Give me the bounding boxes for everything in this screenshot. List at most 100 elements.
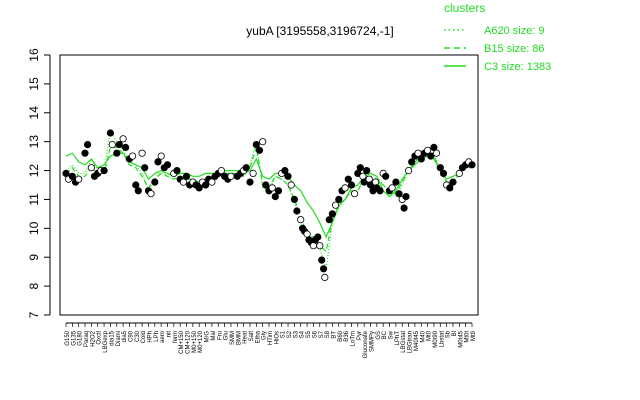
x-tick-label: BMM bbox=[236, 331, 242, 345]
series-layer bbox=[65, 128, 473, 269]
y-tick-label: 12 bbox=[27, 164, 41, 178]
y-tick-label: 11 bbox=[27, 193, 41, 206]
x-tick-label: HTim bbox=[268, 331, 274, 345]
data-point bbox=[208, 178, 216, 186]
data-point bbox=[173, 167, 181, 175]
x-tick-label: M0t90 bbox=[433, 330, 439, 347]
x-tick-label: LBGexp bbox=[103, 330, 109, 352]
data-point bbox=[119, 135, 127, 143]
data-point bbox=[356, 164, 364, 172]
data-point bbox=[262, 181, 270, 189]
series-line-solid bbox=[65, 152, 472, 239]
x-tick-label: M0+120 bbox=[198, 330, 204, 353]
x-tick-label: Heat bbox=[243, 331, 249, 344]
x-tick-label: LPh bbox=[154, 331, 160, 342]
x-tick-label: ferm bbox=[173, 331, 179, 343]
data-point bbox=[151, 178, 159, 186]
data-point bbox=[271, 193, 279, 201]
data-point bbox=[404, 167, 413, 175]
x-tick-label: LBGtran bbox=[408, 331, 414, 353]
x-tick-label: SMM bbox=[230, 331, 236, 345]
data-point bbox=[75, 175, 83, 183]
x-tick-label: S2 bbox=[287, 330, 293, 338]
data-point bbox=[319, 265, 328, 273]
x-tick-label: Oxctl bbox=[97, 331, 103, 345]
data-point bbox=[138, 149, 146, 157]
y-tick-label: 10 bbox=[27, 221, 41, 235]
data-point bbox=[427, 152, 435, 160]
data-point bbox=[246, 178, 254, 186]
data-point bbox=[335, 195, 343, 203]
y-tick-label: 7 bbox=[27, 311, 41, 318]
data-point bbox=[350, 190, 359, 198]
data-point bbox=[316, 242, 324, 250]
x-tick-label: HiOs bbox=[274, 331, 280, 344]
x-tick-label: S7 bbox=[319, 330, 325, 338]
data-point bbox=[314, 233, 322, 241]
data-point bbox=[252, 141, 260, 149]
legend: clusters A620 size: 9 B15 size: 86 C3 si… bbox=[444, 1, 551, 73]
x-tick-label: Sw bbox=[389, 330, 395, 339]
data-point bbox=[106, 129, 115, 137]
x-tick-label: S4 bbox=[300, 330, 306, 338]
x-tick-label: H2O2 bbox=[90, 330, 96, 346]
x-tick-label: Diami bbox=[116, 331, 122, 346]
x-tick-label: M/G bbox=[205, 331, 211, 343]
x-tick-label: S8 bbox=[325, 330, 331, 338]
y-tick-label: 9 bbox=[27, 254, 41, 261]
x-tick-label: S5 bbox=[306, 330, 312, 338]
data-point bbox=[446, 184, 454, 192]
x-tick-label: LPhT bbox=[395, 331, 401, 346]
x-tick-label: Fru bbox=[217, 331, 223, 340]
data-point bbox=[341, 184, 349, 192]
data-point bbox=[392, 178, 400, 186]
legend-label-b15: B15 size: 86 bbox=[484, 43, 545, 55]
y-tick-label: 14 bbox=[27, 106, 41, 120]
x-tick-label: M40t45 bbox=[414, 330, 420, 351]
data-point bbox=[108, 141, 116, 149]
data-point bbox=[449, 178, 457, 186]
data-point bbox=[281, 167, 289, 175]
x-tick-label: S3 bbox=[293, 330, 299, 338]
data-point bbox=[242, 164, 250, 172]
data-point bbox=[328, 210, 336, 218]
data-point bbox=[347, 181, 356, 189]
data-point bbox=[417, 155, 425, 163]
x-tick-label: CM+150 bbox=[179, 330, 185, 354]
points-layer bbox=[62, 129, 476, 281]
data-point bbox=[376, 187, 384, 195]
data-point bbox=[154, 158, 162, 166]
x-tick-label: Glu bbox=[224, 331, 230, 340]
x-tick-label: M40 bbox=[420, 330, 426, 342]
x-tick-label: BC bbox=[382, 330, 388, 339]
data-point bbox=[113, 149, 121, 157]
x-tick-label: Gluconate bbox=[363, 330, 369, 358]
x-tick-label: G180 bbox=[78, 330, 84, 345]
data-point bbox=[87, 164, 96, 172]
x-tick-label: Bl bbox=[452, 331, 458, 336]
x-tick-label: Paraq bbox=[84, 331, 90, 347]
x-tick-label: HPh bbox=[147, 331, 153, 343]
data-point bbox=[400, 204, 408, 212]
y-tick-label: 13 bbox=[27, 135, 41, 149]
data-point bbox=[81, 149, 89, 157]
data-point bbox=[359, 172, 367, 180]
x-tick-label: BT bbox=[331, 331, 337, 339]
x-tick-label: LoTm bbox=[350, 331, 356, 346]
data-point bbox=[62, 169, 70, 177]
x-tick-label: Gly bbox=[262, 331, 268, 340]
y-axis: 7 8 9 10 11 12 13 14 15 16 bbox=[27, 48, 51, 318]
data-point bbox=[321, 273, 329, 281]
x-tick-label: SMMPy bbox=[370, 331, 376, 352]
y-tick-label: 8 bbox=[27, 282, 41, 289]
x-tick-label: nit bbox=[167, 331, 173, 338]
data-point bbox=[365, 175, 373, 183]
x-tick-label: C90 bbox=[128, 330, 134, 342]
data-point bbox=[122, 143, 130, 151]
legend-title: clusters bbox=[444, 1, 485, 15]
data-point bbox=[414, 149, 422, 157]
x-tick-label: dia15 bbox=[109, 330, 115, 345]
plot-frame bbox=[59, 54, 479, 316]
data-point bbox=[202, 181, 210, 189]
x-axis: G150 G135 G180 Paraq H2O2 Oxctl LBGexp dia15 Dia… bbox=[65, 322, 477, 358]
